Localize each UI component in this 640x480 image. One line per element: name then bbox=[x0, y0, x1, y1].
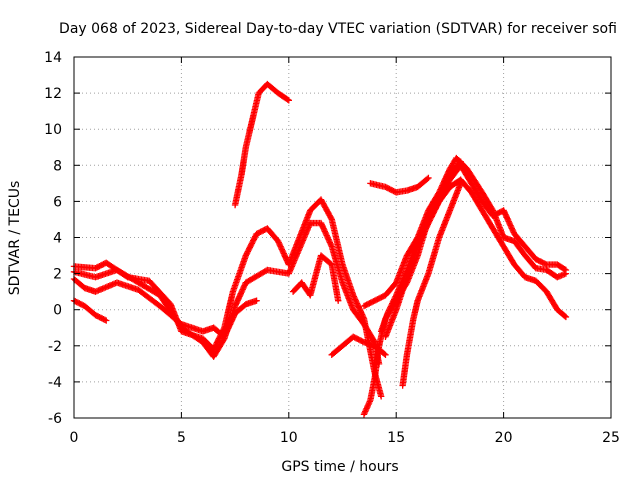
y-tick-label: 14 bbox=[44, 50, 62, 66]
data-point bbox=[562, 313, 570, 321]
y-tick-label: 12 bbox=[44, 86, 62, 102]
x-tick-label: 15 bbox=[387, 430, 405, 446]
x-axis-label: GPS time / hours bbox=[281, 459, 398, 475]
data-point bbox=[561, 312, 569, 320]
x-tick-label: 25 bbox=[602, 430, 620, 446]
data-point bbox=[542, 260, 549, 268]
x-tick-labels: 0 5 10 15 20 25 bbox=[70, 430, 620, 446]
series-track-12 bbox=[382, 158, 464, 340]
y-tick-label: 6 bbox=[53, 194, 62, 210]
series-track-5 bbox=[231, 80, 292, 209]
x-tick-label: 0 bbox=[70, 430, 79, 446]
data-point bbox=[101, 316, 109, 324]
y-tick-label: 4 bbox=[53, 231, 62, 247]
data-point bbox=[425, 174, 432, 182]
data-point bbox=[284, 96, 291, 103]
data-point bbox=[382, 351, 389, 359]
chart-title: Day 068 of 2023, Sidereal Day-to-day VTE… bbox=[59, 21, 617, 37]
data-points bbox=[70, 80, 570, 418]
data-point bbox=[335, 297, 342, 304]
x-tick-label: 10 bbox=[280, 430, 298, 446]
series-track-2 bbox=[70, 219, 383, 368]
y-tick-label: 8 bbox=[53, 158, 62, 174]
y-tick-label: -6 bbox=[48, 411, 62, 427]
x-tick-label: 20 bbox=[495, 430, 513, 446]
y-tick-label: 10 bbox=[44, 122, 62, 138]
data-point bbox=[424, 175, 431, 183]
data-point bbox=[457, 180, 464, 187]
data-point bbox=[562, 266, 570, 274]
data-point bbox=[253, 297, 260, 304]
data-point bbox=[457, 158, 464, 165]
data-point bbox=[285, 97, 292, 104]
data-point bbox=[377, 393, 385, 400]
data-point bbox=[327, 214, 335, 222]
y-tick-label: -2 bbox=[48, 339, 62, 355]
ticks bbox=[73, 56, 612, 419]
y-tick-label: -4 bbox=[48, 375, 62, 391]
series-track-13 bbox=[367, 174, 432, 196]
data-point bbox=[456, 159, 463, 167]
y-tick-labels: -6 -4 -2 0 2 4 6 8 10 12 14 bbox=[44, 50, 62, 427]
series-track-3 bbox=[70, 275, 260, 340]
y-tick-label: 0 bbox=[53, 303, 62, 319]
data-point bbox=[561, 266, 568, 273]
data-point bbox=[381, 350, 388, 358]
x-tick-label: 5 bbox=[177, 430, 186, 446]
series-track-6 bbox=[289, 252, 342, 304]
series-track-11 bbox=[399, 180, 464, 389]
data-point bbox=[103, 317, 110, 324]
y-axis-label: SDTVAR / TECUs bbox=[7, 181, 23, 296]
y-tick-label: 2 bbox=[53, 267, 62, 283]
